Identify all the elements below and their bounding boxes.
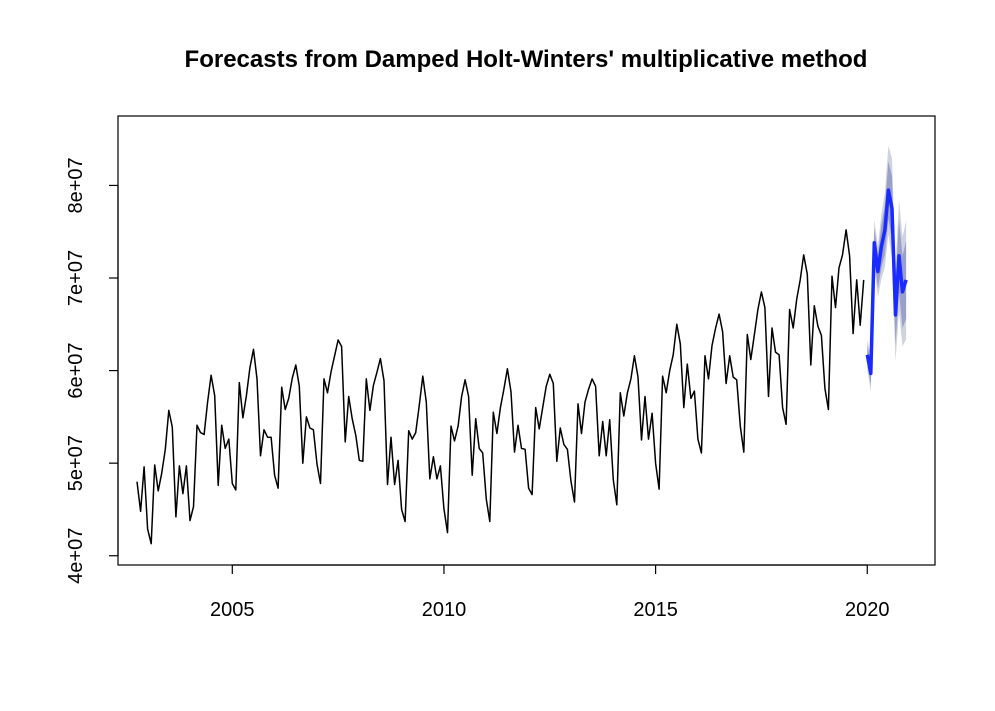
y-tick-label: 5e+07 bbox=[65, 435, 87, 491]
x-axis: 2005 2010 2015 2020 bbox=[210, 564, 890, 621]
history-line bbox=[136, 229, 865, 545]
y-tick-label: 8e+07 bbox=[65, 157, 87, 213]
forecast-series bbox=[865, 188, 908, 376]
chart-title: Forecasts from Damped Holt-Winters' mult… bbox=[185, 46, 868, 73]
forecast-line bbox=[865, 188, 908, 376]
x-tick-label: 2020 bbox=[845, 599, 890, 621]
x-tick-label: 2015 bbox=[633, 599, 678, 621]
history-series bbox=[136, 229, 865, 545]
prediction-band-80 bbox=[867, 161, 907, 386]
x-tick-label: 2010 bbox=[422, 599, 467, 621]
band-80-area bbox=[867, 161, 907, 386]
y-tick-label: 7e+07 bbox=[65, 250, 87, 306]
x-tick-label: 2005 bbox=[210, 599, 255, 621]
y-tick-label: 6e+07 bbox=[65, 343, 87, 399]
y-axis: 4e+07 5e+07 6e+07 7e+07 8e+07 bbox=[65, 157, 119, 584]
y-tick-label: 4e+07 bbox=[65, 528, 87, 584]
